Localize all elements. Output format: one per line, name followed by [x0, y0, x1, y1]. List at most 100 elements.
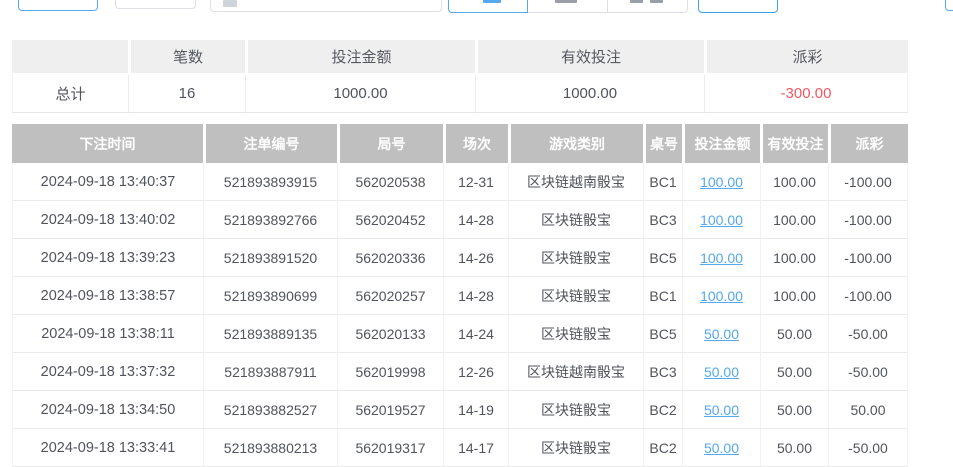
round-id-cell: 562020452: [337, 201, 443, 239]
search-button[interactable]: [698, 0, 778, 13]
session-cell: 14-28: [443, 201, 508, 239]
session-cell: 14-24: [443, 315, 508, 353]
quick-range-option-3[interactable]: [608, 0, 688, 13]
quick-range-option-1[interactable]: [448, 0, 528, 13]
summary-payout-value: -300.00: [704, 75, 908, 113]
toolbar-button-1[interactable]: [18, 0, 98, 11]
header-bet-time: 下注时间: [12, 124, 203, 163]
bet-table-body: 2024-09-18 13:40:37 521893893915 562020538…: [12, 163, 908, 467]
session-cell: 12-26: [443, 353, 508, 391]
bet-time-cell: 2024-09-18 13:40:37: [12, 163, 203, 201]
clipped-label-fragment: [555, 0, 577, 3]
header-session: 场次: [443, 124, 508, 163]
table-id-cell: BC5: [643, 315, 682, 353]
toolbar-button-right[interactable]: [945, 0, 953, 11]
game-type-cell: 区块链越南骰宝: [508, 353, 643, 391]
game-type-cell: 区块链骰宝: [508, 429, 643, 467]
clipped-label-fragment: [483, 0, 501, 3]
summary-valid-bet-value: 1000.00: [475, 75, 704, 113]
calendar-icon: [223, 0, 237, 7]
table-id-cell: BC3: [643, 201, 682, 239]
clipped-label-fragment: [650, 0, 663, 3]
session-cell: 14-19: [443, 391, 508, 429]
round-id-cell: 562019998: [337, 353, 443, 391]
valid-bet-cell: 50.00: [760, 429, 828, 467]
bet-amount-link[interactable]: 50.00: [703, 401, 740, 418]
quick-range-segmented-control: [448, 0, 688, 13]
session-cell: 12-31: [443, 163, 508, 201]
round-id-cell: 562019527: [337, 391, 443, 429]
clipped-label-fragment: [725, 0, 753, 4]
bet-table-header-row: 下注时间 注单编号 局号 场次 游戏类别 桌号 投注金额 有效投注 派彩: [12, 124, 908, 163]
payout-cell: -100.00: [828, 277, 908, 315]
summary-header-count: 笔数: [128, 40, 245, 75]
bet-amount-cell: 100.00: [682, 201, 760, 239]
bet-time-cell: 2024-09-18 13:38:57: [12, 277, 203, 315]
bet-amount-cell: 50.00: [682, 353, 760, 391]
order-id-cell: 521893887911: [203, 353, 337, 391]
bet-time-cell: 2024-09-18 13:33:41: [12, 429, 203, 467]
table-id-cell: BC3: [643, 353, 682, 391]
game-type-cell: 区块链骰宝: [508, 277, 643, 315]
bet-amount-link[interactable]: 50.00: [703, 325, 740, 342]
valid-bet-cell: 100.00: [760, 239, 828, 277]
bet-amount-link[interactable]: 50.00: [703, 439, 740, 456]
bet-amount-link[interactable]: 50.00: [703, 363, 740, 380]
bet-amount-link[interactable]: 100.00: [700, 173, 743, 190]
bet-amount-link[interactable]: 100.00: [700, 211, 743, 228]
table-id-cell: BC2: [643, 391, 682, 429]
round-id-cell: 562020538: [337, 163, 443, 201]
header-valid-bet: 有效投注: [760, 124, 828, 163]
header-game-type: 游戏类别: [508, 124, 643, 163]
header-bet-amount: 投注金额: [682, 124, 760, 163]
toolbar: [0, 0, 953, 14]
bet-records-table: 下注时间 注单编号 局号 场次 游戏类别 桌号 投注金额 有效投注 派彩 202…: [12, 124, 908, 467]
table-id-cell: BC5: [643, 239, 682, 277]
table-row: 2024-09-18 13:38:57 521893890699 562020257…: [12, 277, 908, 315]
bet-time-cell: 2024-09-18 13:34:50: [12, 391, 203, 429]
table-id-cell: BC1: [643, 277, 682, 315]
summary-total-label: 总计: [12, 75, 128, 113]
toolbar-button-2[interactable]: [115, 0, 196, 9]
table-row: 2024-09-18 13:34:50 521893882527 562019527…: [12, 391, 908, 429]
bet-amount-cell: 100.00: [682, 239, 760, 277]
header-order-id: 注单编号: [203, 124, 337, 163]
valid-bet-cell: 100.00: [760, 201, 828, 239]
bet-amount-cell: 100.00: [682, 163, 760, 201]
table-row: 2024-09-18 13:39:23 521893891520 562020336…: [12, 239, 908, 277]
game-type-cell: 区块链骰宝: [508, 315, 643, 353]
bet-amount-cell: 50.00: [682, 315, 760, 353]
summary-header-bet-amount: 投注金额: [245, 40, 475, 75]
order-id-cell: 521893893915: [203, 163, 337, 201]
bet-amount-link[interactable]: 100.00: [700, 287, 743, 304]
table-id-cell: BC2: [643, 429, 682, 467]
table-row: 2024-09-18 13:40:02 521893892766 562020452…: [12, 201, 908, 239]
summary-bet-amount-value: 1000.00: [245, 75, 475, 113]
order-id-cell: 521893891520: [203, 239, 337, 277]
quick-range-option-2[interactable]: [528, 0, 608, 13]
summary-header-payout: 派彩: [704, 40, 908, 75]
summary-header-row: 笔数 投注金额 有效投注 派彩: [12, 40, 908, 75]
valid-bet-cell: 50.00: [760, 315, 828, 353]
valid-bet-cell: 50.00: [760, 353, 828, 391]
header-table-id: 桌号: [643, 124, 682, 163]
bet-amount-link[interactable]: 100.00: [700, 249, 743, 266]
bet-time-cell: 2024-09-18 13:40:02: [12, 201, 203, 239]
bet-time-cell: 2024-09-18 13:38:11: [12, 315, 203, 353]
order-id-cell: 521893880213: [203, 429, 337, 467]
bet-amount-cell: 50.00: [682, 429, 760, 467]
order-id-cell: 521893892766: [203, 201, 337, 239]
summary-total-row: 总计 16 1000.00 1000.00 -300.00: [12, 75, 908, 113]
session-cell: 14-26: [443, 239, 508, 277]
order-id-cell: 521893890699: [203, 277, 337, 315]
header-payout: 派彩: [828, 124, 908, 163]
bet-time-cell: 2024-09-18 13:37:32: [12, 353, 203, 391]
bet-amount-cell: 100.00: [682, 277, 760, 315]
payout-cell: -50.00: [828, 353, 908, 391]
payout-cell: -100.00: [828, 163, 908, 201]
date-range-input[interactable]: [210, 0, 442, 12]
payout-cell: -50.00: [828, 429, 908, 467]
payout-cell: -100.00: [828, 239, 908, 277]
summary-header-blank: [12, 40, 128, 75]
valid-bet-cell: 100.00: [760, 277, 828, 315]
